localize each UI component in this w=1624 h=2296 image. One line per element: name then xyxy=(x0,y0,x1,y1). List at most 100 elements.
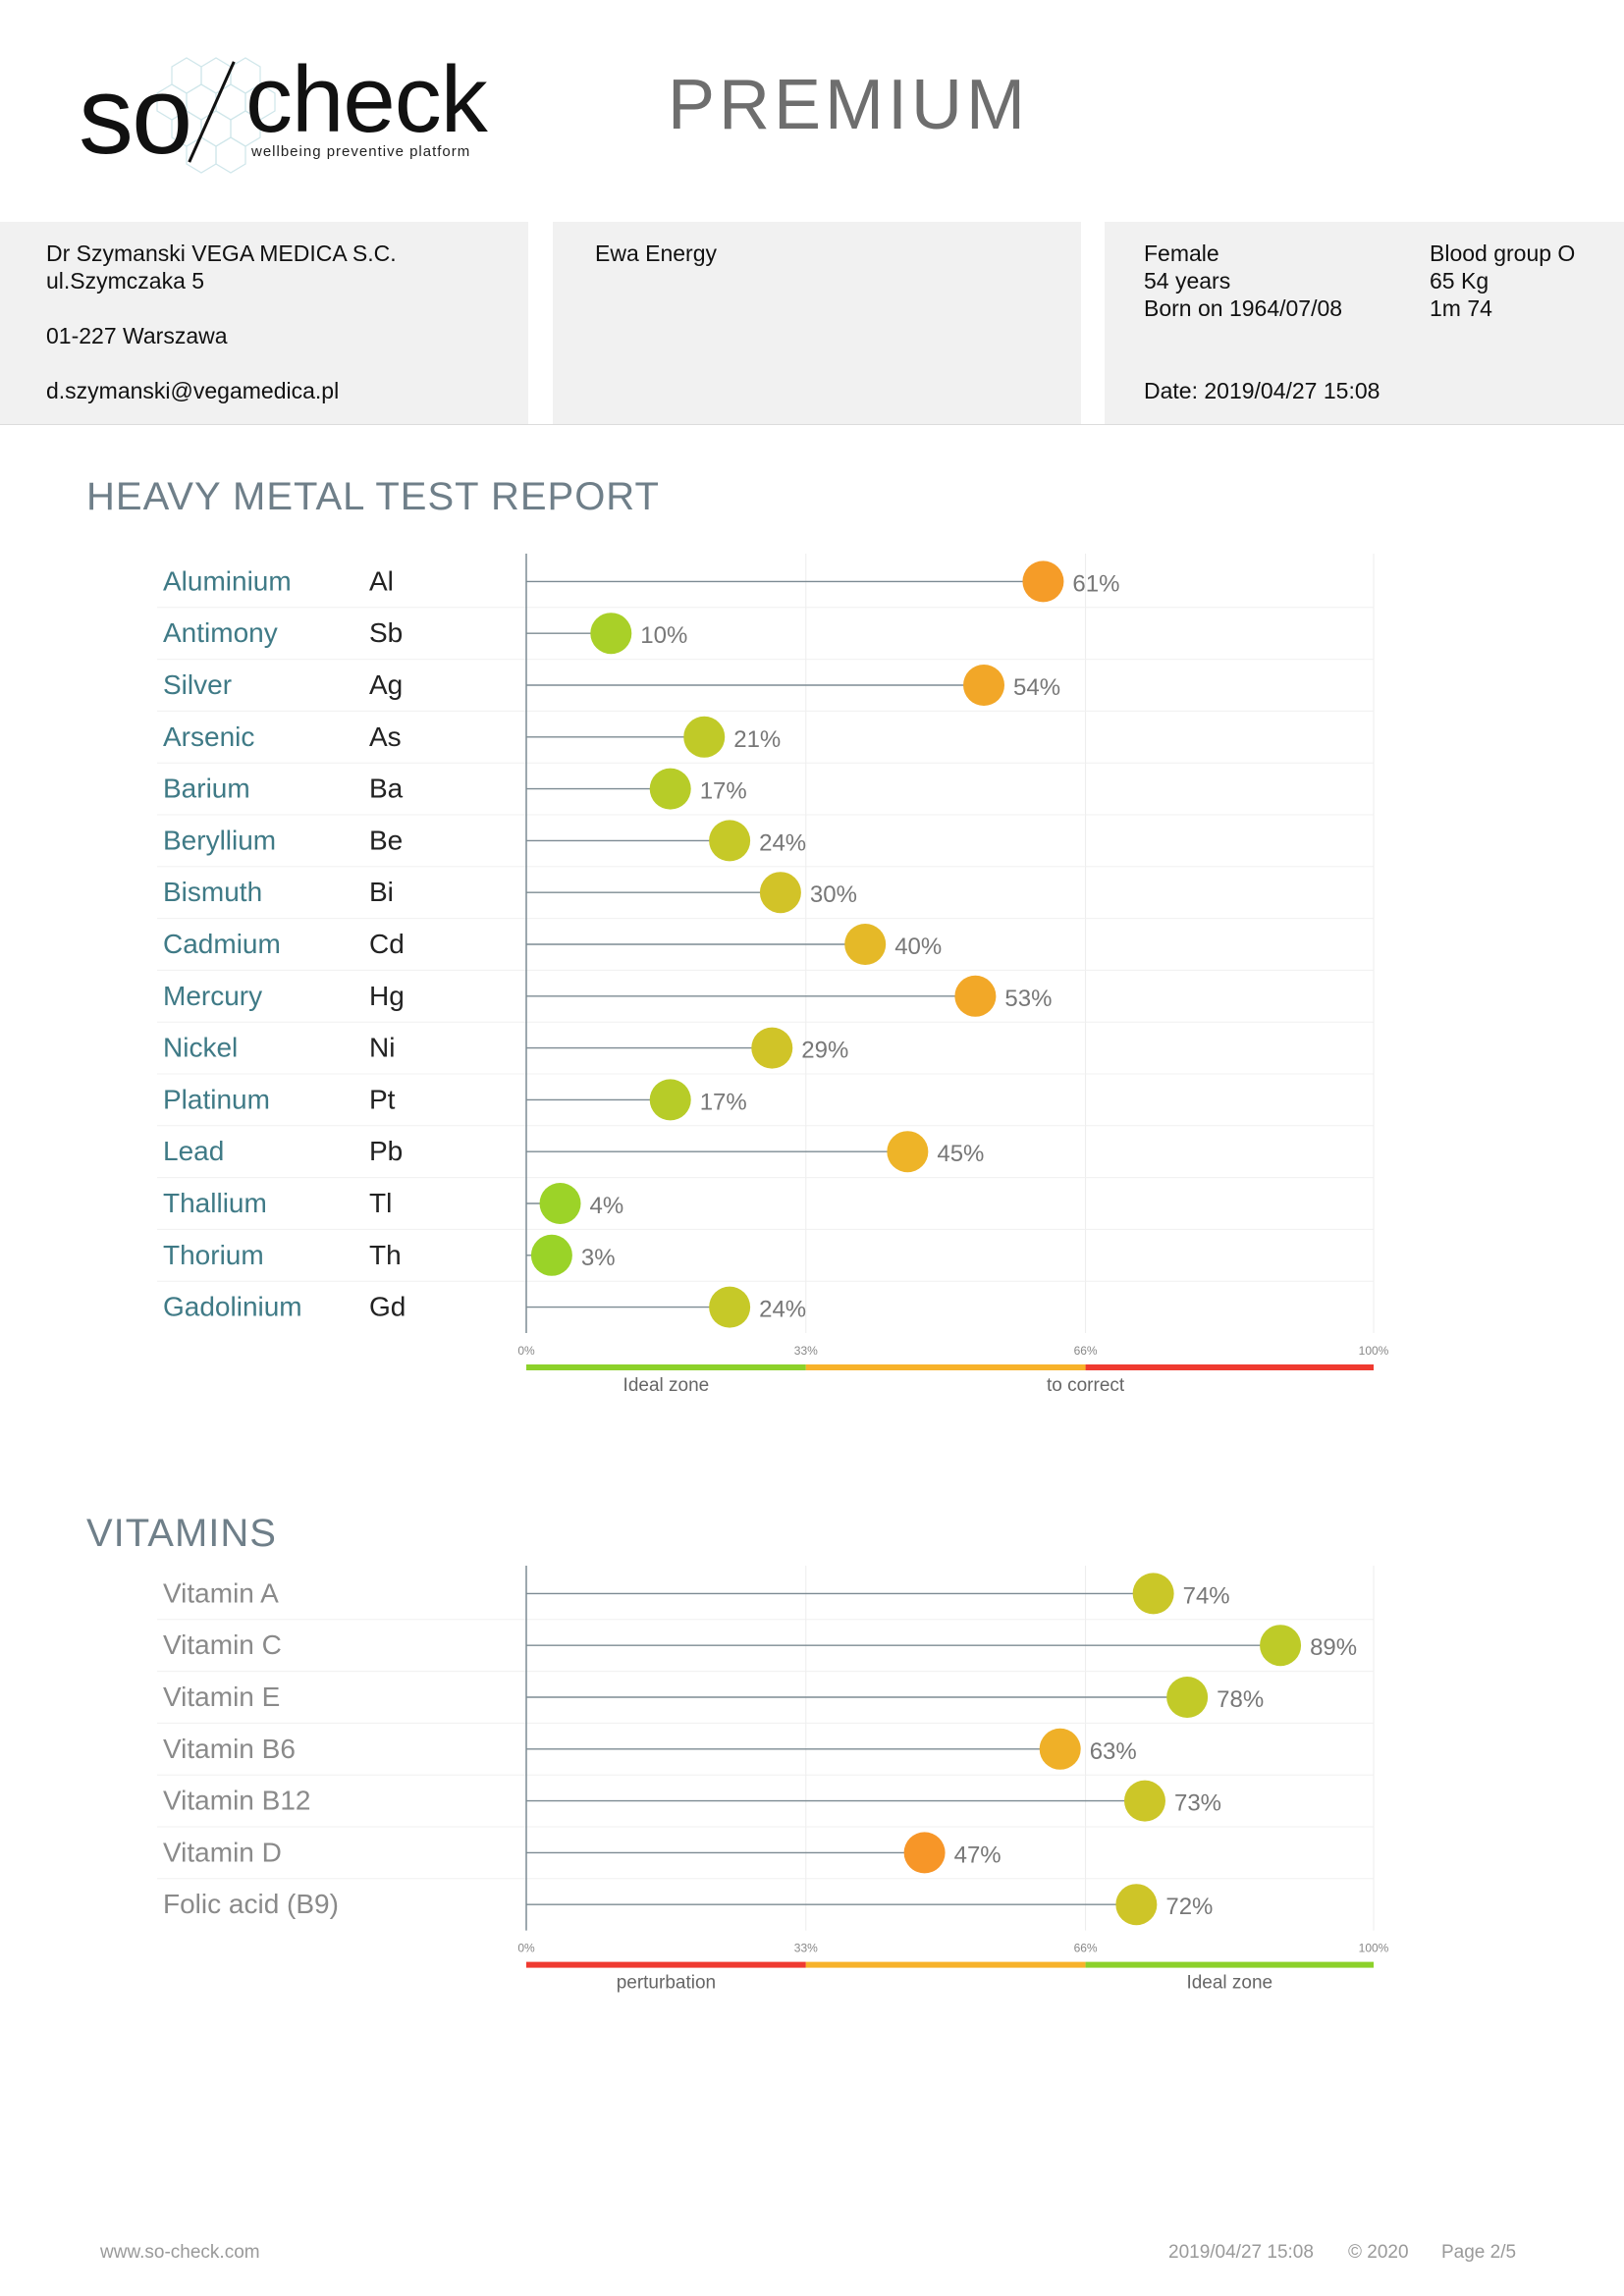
element-symbol: Hg xyxy=(369,981,405,1011)
value-dot xyxy=(1166,1677,1209,1718)
value-dot xyxy=(954,975,997,1017)
patient-age: 54 years xyxy=(1144,268,1231,294)
report-date: Date: 2019/04/27 15:08 xyxy=(1144,378,1380,403)
x-tick-label: 100% xyxy=(1359,1344,1389,1358)
category-label: Lead xyxy=(163,1136,224,1166)
logo-check-text: check xyxy=(245,47,488,152)
practitioner-email: d.szymanski@vegamedica.pl xyxy=(46,378,340,403)
value-label: 21% xyxy=(733,726,781,753)
category-label: Arsenic xyxy=(163,721,254,752)
patient-birthdate: Born on 1964/07/08 xyxy=(1144,295,1343,321)
patient-blood-group: Blood group O xyxy=(1430,240,1576,266)
practitioner-name: Dr Szymanski VEGA MEDICA S.C. xyxy=(46,240,397,266)
value-label: 63% xyxy=(1090,1738,1137,1765)
category-label: Vitamin A xyxy=(163,1577,279,1608)
info-band: Dr Szymanski VEGA MEDICA S.C. ul.Szymcza… xyxy=(0,222,1624,425)
category-label: Platinum xyxy=(163,1084,270,1114)
category-label: Cadmium xyxy=(163,929,281,959)
value-dot xyxy=(709,1286,751,1328)
zone-label: perturbation xyxy=(617,1973,716,1993)
zone-segment xyxy=(805,1364,1086,1370)
value-dot xyxy=(649,768,691,810)
value-dot xyxy=(1132,1573,1174,1615)
value-label: 74% xyxy=(1183,1582,1230,1609)
value-dot xyxy=(887,1131,929,1173)
practitioner-street: ul.Szymczaka 5 xyxy=(46,268,205,294)
category-label: Vitamin E xyxy=(163,1682,280,1712)
element-symbol: Be xyxy=(369,825,403,855)
element-symbol: Sb xyxy=(369,617,403,648)
value-label: 73% xyxy=(1174,1790,1221,1817)
value-dot xyxy=(683,716,726,758)
value-label: 29% xyxy=(801,1038,848,1064)
element-symbol: Pt xyxy=(369,1084,396,1114)
x-tick-label: 0% xyxy=(517,1344,535,1358)
element-symbol: Tl xyxy=(369,1188,392,1218)
x-tick-label: 33% xyxy=(794,1942,818,1955)
x-tick-label: 0% xyxy=(517,1942,535,1955)
element-symbol: Bi xyxy=(369,877,394,907)
so-check-logo: so check wellbeing preventive platform xyxy=(79,47,520,185)
value-label: 54% xyxy=(1013,674,1060,701)
footer-page-number: Page 2/5 xyxy=(1441,2242,1517,2263)
value-label: 89% xyxy=(1310,1634,1357,1661)
category-label: Nickel xyxy=(163,1033,238,1063)
value-label: 45% xyxy=(937,1141,984,1167)
element-symbol: Al xyxy=(369,565,394,596)
zone-segment xyxy=(805,1961,1086,1968)
value-dot xyxy=(709,820,751,862)
patient-sex: Female xyxy=(1144,240,1219,266)
value-dot xyxy=(1115,1884,1158,1926)
practitioner-city: 01-227 Warszawa xyxy=(46,323,228,348)
value-label: 24% xyxy=(759,829,806,856)
value-dot xyxy=(590,613,632,655)
edition-title: PREMIUM xyxy=(668,66,1029,144)
value-dot xyxy=(530,1234,572,1276)
value-label: 17% xyxy=(700,778,747,805)
value-label: 78% xyxy=(1217,1686,1264,1713)
x-tick-label: 33% xyxy=(794,1344,818,1358)
value-label: 40% xyxy=(894,934,942,960)
category-label: Thorium xyxy=(163,1240,264,1270)
category-label: Vitamin C xyxy=(163,1629,282,1660)
category-label: Thallium xyxy=(163,1188,267,1218)
x-tick-label: 66% xyxy=(1074,1344,1098,1358)
value-label: 17% xyxy=(700,1089,747,1115)
category-label: Vitamin D xyxy=(163,1837,282,1867)
zone-label: to correct xyxy=(1047,1375,1125,1396)
value-label: 53% xyxy=(1004,986,1052,1012)
zone-segment xyxy=(526,1961,806,1968)
category-label: Vitamin B12 xyxy=(163,1786,310,1816)
patient-physical: Blood group O 65 Kg 1m 74 xyxy=(1430,240,1575,322)
client-panel: Ewa Energy xyxy=(553,222,1081,424)
element-symbol: Pb xyxy=(369,1136,403,1166)
value-dot xyxy=(751,1027,793,1069)
element-symbol: Ba xyxy=(369,774,404,804)
category-label: Gadolinium xyxy=(163,1292,302,1322)
element-symbol: Th xyxy=(369,1240,402,1270)
patient-weight: 65 Kg xyxy=(1430,268,1489,294)
value-dot xyxy=(1260,1625,1302,1667)
practitioner-panel: Dr Szymanski VEGA MEDICA S.C. ul.Szymcza… xyxy=(0,222,528,424)
element-symbol: Ni xyxy=(369,1033,395,1063)
footer-datetime: 2019/04/27 15:08 xyxy=(1168,2242,1314,2263)
value-label: 72% xyxy=(1165,1894,1213,1920)
category-label: Bismuth xyxy=(163,877,262,907)
value-dot xyxy=(903,1832,946,1874)
value-dot xyxy=(649,1079,691,1121)
category-label: Vitamin B6 xyxy=(163,1734,296,1764)
element-symbol: Ag xyxy=(369,669,403,700)
category-label: Mercury xyxy=(163,981,262,1011)
vitamins-section-title: VITAMINS xyxy=(86,1512,277,1555)
patient-panel: Female 54 years Born on 1964/07/08 Blood… xyxy=(1105,222,1624,424)
value-label: 3% xyxy=(581,1245,616,1271)
logo-so-text: so xyxy=(79,54,192,177)
value-dot xyxy=(1039,1728,1081,1770)
patient-height: 1m 74 xyxy=(1430,295,1492,321)
logo-tagline: wellbeing preventive platform xyxy=(251,143,471,160)
category-label: Beryllium xyxy=(163,825,276,855)
category-label: Aluminium xyxy=(163,565,292,596)
category-label: Silver xyxy=(163,669,232,700)
category-label: Folic acid (B9) xyxy=(163,1889,339,1919)
value-dot xyxy=(844,924,887,965)
